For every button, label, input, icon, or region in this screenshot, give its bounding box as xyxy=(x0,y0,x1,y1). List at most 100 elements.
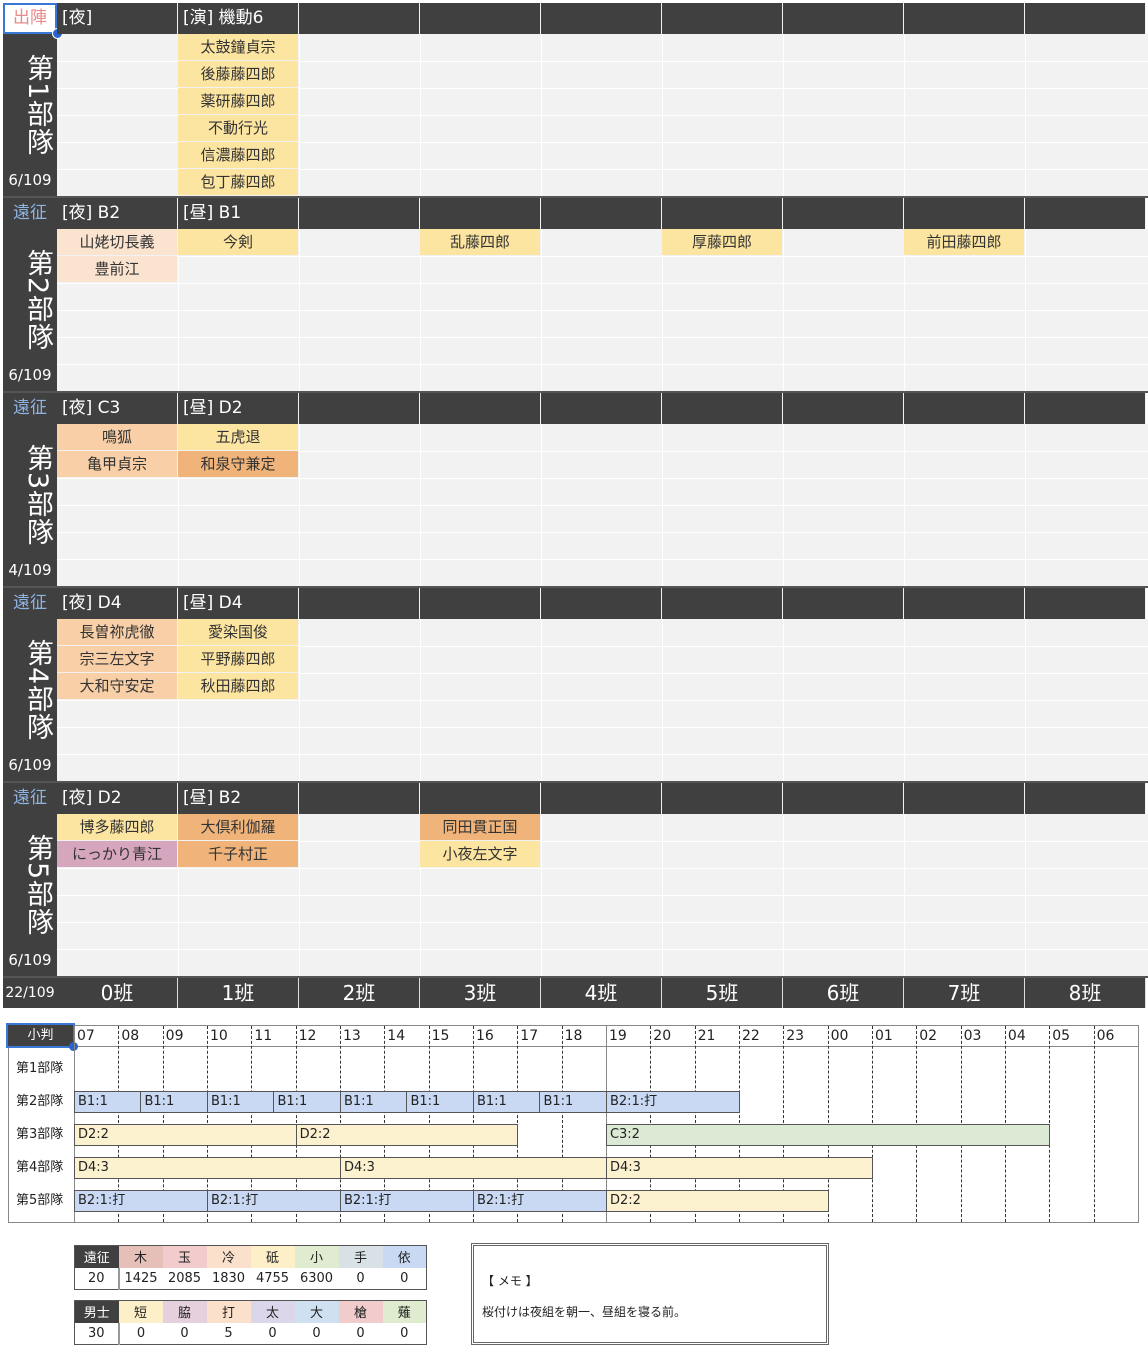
member-cell[interactable]: 不動行光 xyxy=(178,115,298,141)
member-cell[interactable]: 大和守安定 xyxy=(57,673,177,699)
column-header[interactable] xyxy=(662,3,783,34)
column-header[interactable]: [夜] xyxy=(57,3,178,34)
column-header[interactable] xyxy=(541,783,662,814)
member-cell[interactable]: 平野藤四郎 xyxy=(178,646,298,672)
column-header[interactable] xyxy=(299,3,420,34)
timeline-bar[interactable]: D2:2 xyxy=(295,1124,519,1146)
unit-status-badge[interactable]: 遠征 xyxy=(13,398,47,418)
column-header[interactable] xyxy=(541,198,662,229)
timeline-bar[interactable]: B2:1:打 xyxy=(74,1190,208,1212)
column-header[interactable] xyxy=(1025,3,1146,34)
member-cell[interactable]: 前田藤四郎 xyxy=(904,229,1024,255)
member-cell[interactable]: 後藤藤四郎 xyxy=(178,61,298,87)
member-cell[interactable]: 鳴狐 xyxy=(57,424,177,450)
column-header[interactable] xyxy=(299,198,420,229)
column-header[interactable] xyxy=(420,198,541,229)
column-header[interactable] xyxy=(541,588,662,619)
memo-box[interactable]: 【 メモ 】桜付けは夜組を朝一、昼組を寝る前。 xyxy=(471,1243,829,1345)
member-cell[interactable]: 小夜左文字 xyxy=(420,841,540,867)
timeline-bar[interactable]: B1:1 xyxy=(406,1091,474,1113)
team-header[interactable]: 4班 xyxy=(541,978,662,1008)
column-header[interactable]: [夜] B2 xyxy=(57,198,178,229)
column-header[interactable] xyxy=(662,393,783,424)
team-header[interactable]: 8班 xyxy=(1025,978,1146,1008)
column-header[interactable]: [昼] D2 xyxy=(178,393,299,424)
column-header[interactable]: [演] 機動6 xyxy=(178,3,299,34)
member-cell[interactable]: 長曽祢虎徹 xyxy=(57,619,177,645)
column-header[interactable] xyxy=(662,588,783,619)
column-header[interactable] xyxy=(783,393,904,424)
column-header[interactable] xyxy=(420,783,541,814)
column-header[interactable]: [昼] B2 xyxy=(178,783,299,814)
column-header[interactable] xyxy=(662,198,783,229)
column-header[interactable] xyxy=(904,783,1025,814)
member-cell[interactable]: 厚藤四郎 xyxy=(662,229,782,255)
timeline-bar[interactable]: B2:1:打 xyxy=(339,1190,474,1212)
team-header[interactable]: 6班 xyxy=(783,978,904,1008)
member-cell[interactable]: 豊前江 xyxy=(57,256,177,282)
member-cell[interactable]: 薬研藤四郎 xyxy=(178,88,298,114)
member-cell[interactable]: 千子村正 xyxy=(178,841,298,867)
member-cell[interactable]: 宗三左文字 xyxy=(57,646,177,672)
column-header[interactable] xyxy=(299,393,420,424)
timeline-bar[interactable]: B1:1 xyxy=(140,1091,208,1113)
member-cell[interactable]: 同田貫正国 xyxy=(420,814,540,840)
timeline-bar[interactable]: B2:1:打 xyxy=(472,1190,607,1212)
column-header[interactable] xyxy=(904,588,1025,619)
column-header[interactable]: [昼] D4 xyxy=(178,588,299,619)
column-header[interactable] xyxy=(662,783,783,814)
column-header[interactable] xyxy=(904,198,1025,229)
column-header[interactable] xyxy=(783,198,904,229)
column-header[interactable] xyxy=(1025,588,1146,619)
member-cell[interactable]: 包丁藤四郎 xyxy=(178,169,298,195)
timeline-bar[interactable]: B1:1 xyxy=(206,1091,275,1113)
member-cell[interactable]: 秋田藤四郎 xyxy=(178,673,298,699)
member-cell[interactable]: 今剣 xyxy=(178,229,298,255)
timeline-bar[interactable]: B2:1:打 xyxy=(206,1190,341,1212)
team-header[interactable]: 5班 xyxy=(662,978,783,1008)
member-cell[interactable]: 山姥切長義 xyxy=(57,229,177,255)
column-header[interactable] xyxy=(904,3,1025,34)
unit-status-badge[interactable]: 遠征 xyxy=(13,593,47,613)
timeline-bar[interactable]: B1:1 xyxy=(339,1091,408,1113)
column-header[interactable]: [夜] D2 xyxy=(57,783,178,814)
team-header[interactable]: 7班 xyxy=(904,978,1025,1008)
member-cell[interactable]: 太鼓鐘貞宗 xyxy=(178,34,298,60)
timeline-bar[interactable]: B1:1 xyxy=(273,1091,341,1113)
unit-status-badge[interactable]: 出陣 xyxy=(3,3,57,34)
selection-handle[interactable] xyxy=(69,1042,78,1051)
column-header[interactable] xyxy=(783,783,904,814)
column-header[interactable] xyxy=(299,783,420,814)
column-header[interactable] xyxy=(541,3,662,34)
timeline-bar[interactable]: B1:1 xyxy=(472,1091,541,1113)
member-cell[interactable]: 信濃藤四郎 xyxy=(178,142,298,168)
column-header[interactable] xyxy=(420,393,541,424)
team-header[interactable]: 1班 xyxy=(178,978,299,1008)
column-header[interactable] xyxy=(904,393,1025,424)
timeline-bar[interactable]: B1:1 xyxy=(539,1091,607,1113)
column-header[interactable] xyxy=(420,588,541,619)
unit-status-badge[interactable]: 遠征 xyxy=(13,788,47,808)
timeline-bar[interactable]: D4:3 xyxy=(339,1157,607,1179)
column-header[interactable] xyxy=(1025,198,1146,229)
column-header[interactable] xyxy=(783,588,904,619)
timeline-bar[interactable]: D2:2 xyxy=(605,1190,829,1212)
column-header[interactable] xyxy=(783,3,904,34)
timeline-corner[interactable]: 小判 xyxy=(6,1023,75,1048)
column-header[interactable] xyxy=(299,588,420,619)
timeline-bar[interactable]: B2:1:打 xyxy=(605,1091,740,1113)
member-cell[interactable]: 和泉守兼定 xyxy=(178,451,298,477)
column-header[interactable]: [昼] B1 xyxy=(178,198,299,229)
column-header[interactable]: [夜] C3 xyxy=(57,393,178,424)
member-cell[interactable]: にっかり青江 xyxy=(57,841,177,867)
team-header[interactable]: 0班 xyxy=(57,978,178,1008)
column-header[interactable] xyxy=(541,393,662,424)
team-header[interactable]: 2班 xyxy=(299,978,420,1008)
member-cell[interactable]: 五虎退 xyxy=(178,424,298,450)
unit-status-badge[interactable]: 遠征 xyxy=(13,203,47,223)
timeline-bar[interactable]: D4:3 xyxy=(74,1157,341,1179)
column-header[interactable] xyxy=(1025,783,1146,814)
column-header[interactable] xyxy=(420,3,541,34)
timeline-bar[interactable]: B1:1 xyxy=(74,1091,142,1113)
member-cell[interactable]: 乱藤四郎 xyxy=(420,229,540,255)
